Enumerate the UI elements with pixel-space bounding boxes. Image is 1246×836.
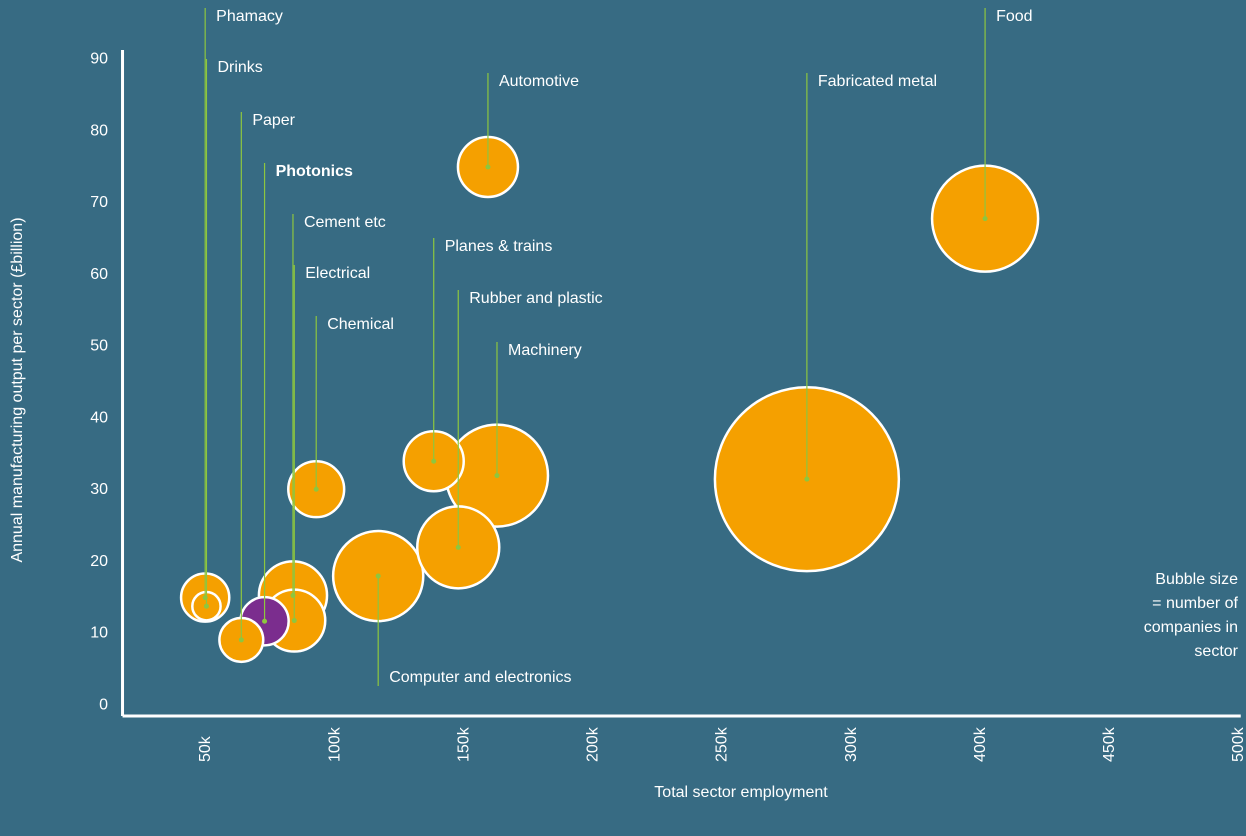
bubble-label: Phamacy: [216, 8, 283, 25]
bubble-label: Automotive: [499, 73, 579, 90]
x-axis-title: Total sector employment: [654, 784, 828, 801]
point-dot: [262, 618, 268, 624]
bubble-label: Electrical: [305, 265, 370, 282]
y-tick-label: 70: [90, 194, 108, 211]
bubble-label: Paper: [252, 112, 295, 129]
bubble-label: Cement etc: [304, 214, 386, 231]
point-dot: [494, 473, 500, 479]
y-tick-label: 10: [90, 625, 108, 642]
x-tick-label: 300k: [843, 726, 860, 762]
annotation: companies in: [1144, 619, 1238, 636]
y-tick-label: 80: [90, 122, 108, 139]
y-axis-title: Annual manufacturing output per sector (…: [9, 217, 26, 562]
y-tick-label: 0: [99, 696, 108, 713]
point-dot: [291, 618, 297, 624]
point-dot: [455, 544, 461, 550]
y-tick-label: 50: [90, 338, 108, 355]
bubble-label: Chemical: [327, 316, 394, 333]
x-tick-label: 100k: [326, 726, 343, 762]
y-tick-label: 90: [90, 51, 108, 68]
bubble-label: Rubber and plastic: [469, 290, 602, 307]
y-tick-label: 40: [90, 409, 108, 426]
x-tick-label: 150k: [455, 726, 472, 762]
annotation: = number of: [1152, 595, 1238, 612]
y-tick-label: 60: [90, 266, 108, 283]
bubble-label: Drinks: [217, 59, 262, 76]
x-tick-label: 50k: [197, 735, 214, 762]
x-tick-label: 200k: [585, 726, 602, 762]
y-tick-label: 20: [90, 553, 108, 570]
point-dot: [203, 603, 209, 609]
x-tick-label: 250k: [714, 726, 731, 762]
point-dot: [982, 216, 988, 222]
point-dot: [804, 476, 810, 482]
x-tick-label: 500k: [1230, 726, 1246, 762]
y-tick-label: 30: [90, 481, 108, 498]
bubble-label: Photonics: [276, 163, 353, 180]
point-dot: [313, 486, 319, 492]
point-dot: [375, 573, 381, 579]
x-tick-label: 400k: [972, 726, 989, 762]
point-dot: [485, 164, 491, 170]
bubble-label: Food: [996, 8, 1032, 25]
annotation: Bubble size: [1155, 571, 1238, 588]
bubble-label: Planes & trains: [445, 238, 553, 255]
point-dot: [431, 458, 437, 464]
bubble-label: Machinery: [508, 342, 582, 359]
annotation: sector: [1194, 643, 1238, 660]
point-dot: [238, 637, 244, 643]
x-tick-label: 450k: [1101, 726, 1118, 762]
bubble-label: Computer and electronics: [389, 669, 571, 686]
bubble-label: Fabricated metal: [818, 73, 937, 90]
